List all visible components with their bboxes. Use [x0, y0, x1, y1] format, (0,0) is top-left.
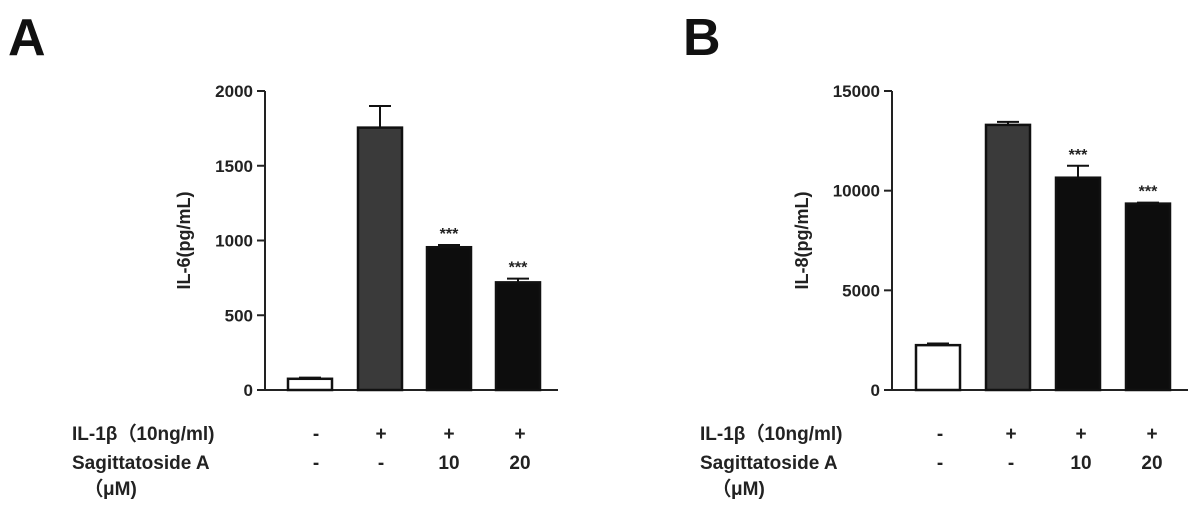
bar [984, 123, 1032, 392]
y-tick-label: 1000 [215, 232, 253, 251]
condition-unit-label: （μM) [84, 477, 137, 500]
significance-marker: *** [1139, 184, 1158, 201]
bar [286, 377, 334, 392]
bar [1054, 176, 1102, 392]
condition-unit-label: （μM) [712, 477, 765, 500]
condition-value: + [1146, 424, 1157, 445]
panel-letter: B [683, 9, 721, 67]
condition-value: - [378, 453, 384, 474]
y-tick-label: 0 [244, 381, 253, 400]
y-tick-label: 5000 [842, 281, 880, 300]
y-tick-label: 0 [871, 381, 880, 400]
condition-value: + [443, 424, 454, 445]
condition-value: + [1075, 424, 1086, 445]
condition-value: + [375, 424, 386, 445]
condition-value: - [937, 424, 943, 445]
panel-b: B 0 5000 10000 15000 IL-8(pg/mL) *** *** IL-1β（1… [683, 9, 1188, 500]
y-axis-title: IL-6(pg/mL) [174, 192, 194, 290]
bar [914, 343, 962, 392]
condition-value: 10 [438, 453, 459, 474]
y-tick-label: 500 [225, 306, 253, 325]
condition-value: - [313, 424, 319, 445]
significance-marker: *** [440, 226, 459, 243]
y-tick-label: 15000 [833, 82, 880, 101]
condition-value: - [937, 453, 943, 474]
condition-label: IL-1β（10ng/ml) [700, 422, 843, 445]
panel-letter: A [8, 9, 46, 67]
significance-marker: *** [509, 260, 528, 277]
panel-a: A 0 500 1000 1500 2000 IL-6(pg/mL) *** *** IL-1β（… [8, 9, 558, 500]
bar [1124, 202, 1172, 392]
condition-label: IL-1β（10ng/ml) [72, 422, 215, 445]
condition-value: + [1005, 424, 1016, 445]
condition-label: Sagittatoside A [700, 453, 838, 474]
condition-value: 20 [1141, 453, 1162, 474]
bar [356, 126, 404, 392]
y-axis-title: IL-8(pg/mL) [792, 192, 812, 290]
condition-value: - [1008, 453, 1014, 474]
condition-value: 10 [1070, 453, 1091, 474]
condition-label: Sagittatoside A [72, 453, 210, 474]
y-tick-label: 2000 [215, 82, 253, 101]
condition-value: + [514, 424, 525, 445]
significance-marker: *** [1069, 147, 1088, 164]
y-tick-label: 10000 [833, 182, 880, 201]
bar [494, 281, 542, 392]
y-tick-label: 1500 [215, 157, 253, 176]
condition-value: 20 [509, 453, 530, 474]
condition-value: - [313, 453, 319, 474]
bar [425, 245, 473, 392]
